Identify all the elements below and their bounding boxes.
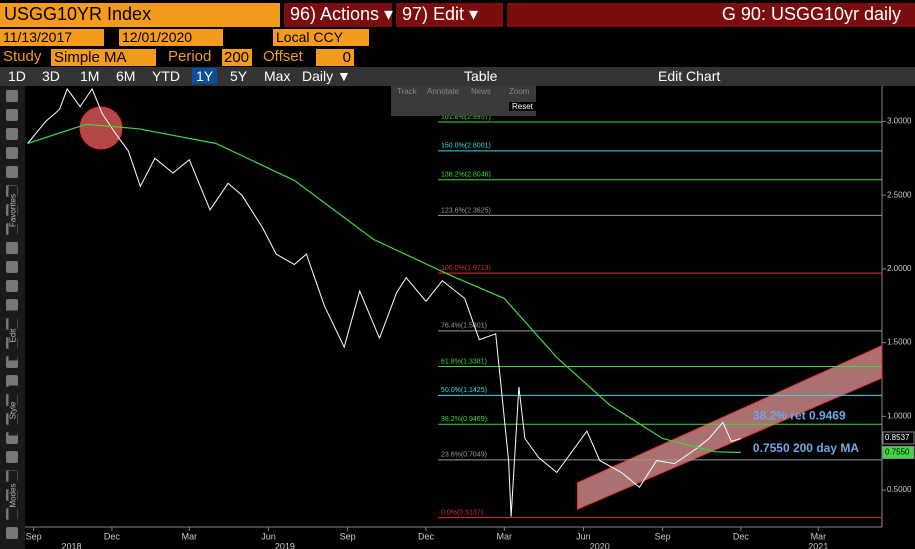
side-toolbar: Favorites Edit Style Modes xyxy=(0,86,25,549)
range-button[interactable]: 5Y xyxy=(230,68,248,84)
fib-label: 161.8%(2.9957) xyxy=(441,114,491,121)
chart-tool[interactable]: Annotate xyxy=(427,87,460,96)
y-tick-label: 1.0000 xyxy=(887,411,912,420)
frequency-menu[interactable]: Daily ▼ xyxy=(302,68,351,84)
side-icon[interactable] xyxy=(6,90,18,102)
side-icon[interactable] xyxy=(6,242,18,254)
x-year-label: 2018 xyxy=(61,541,81,549)
actions-menu[interactable]: 96) Actions ▾ xyxy=(284,3,393,27)
chart-tool[interactable]: News xyxy=(471,87,492,96)
fib-label: 138.2%(2.6046) xyxy=(441,172,491,179)
side-icon[interactable] xyxy=(6,128,18,140)
side-icon[interactable] xyxy=(6,280,18,292)
annotation: 38.2% ret 0.9469 xyxy=(753,409,846,423)
price-tag-label: 0.7550 xyxy=(885,448,910,457)
range-button[interactable]: 1Y xyxy=(192,68,218,84)
x-tick-label: Jun xyxy=(576,531,591,541)
x-tick-label: Mar xyxy=(811,531,827,541)
study-label: Study xyxy=(3,48,42,65)
fib-label: 123.6%(2.3625) xyxy=(441,207,491,214)
price-tag-label: 0.8537 xyxy=(885,433,910,442)
fib-label: 0.0%(0.3137) xyxy=(441,509,483,516)
chart-tool[interactable]: Zoom xyxy=(509,87,530,96)
side-icon[interactable] xyxy=(6,375,18,387)
x-year-label: 2019 xyxy=(275,541,295,549)
range-button[interactable]: 3D xyxy=(42,68,60,84)
chart-tools: Track Annotate News Zoom Reset xyxy=(391,86,536,116)
x-tick-label: Sep xyxy=(340,531,356,541)
side-label: Favorites xyxy=(8,185,18,236)
chart-tool[interactable]: Track xyxy=(397,87,417,96)
annotation: 0.7550 200 day MA xyxy=(753,441,859,455)
fib-label: 150.0%(2.8001) xyxy=(441,143,491,150)
side-label: Modes xyxy=(8,470,18,521)
currency[interactable]: Local CCY xyxy=(273,29,369,46)
trend-channel xyxy=(576,344,883,511)
chart: 3.0000 2.5000 2.0000 1.5000 1.0000 0.5000 Sep D… xyxy=(25,86,915,549)
fib-label: 23.6%(0.7049) xyxy=(441,452,487,459)
range-button[interactable]: YTD xyxy=(152,68,180,84)
study-field[interactable]: Simple MA xyxy=(51,49,156,66)
x-tick-label: Dec xyxy=(733,531,750,541)
fib-label: 50.0%(1.1425) xyxy=(441,387,487,394)
range-button[interactable]: 1M xyxy=(80,68,100,84)
security-field[interactable]: USGG10YR Index xyxy=(0,3,280,27)
x-tick-label: Dec xyxy=(104,531,121,541)
table-button[interactable]: Table xyxy=(464,68,498,84)
period-label: Period xyxy=(168,48,212,65)
series-line xyxy=(27,123,741,454)
y-tick-label: 3.0000 xyxy=(887,117,912,126)
side-icon[interactable] xyxy=(6,451,18,463)
y-tick-label: 0.5000 xyxy=(887,485,912,494)
range-button[interactable]: 1D xyxy=(8,68,26,84)
x-year-label: 2020 xyxy=(590,541,610,549)
fib-label: 76.4%(1.5801) xyxy=(441,323,487,330)
side-icon[interactable] xyxy=(6,299,18,311)
range-button[interactable]: 6M xyxy=(116,68,136,84)
edit-chart-button[interactable]: Edit Chart xyxy=(658,68,721,84)
offset-field[interactable]: 0 xyxy=(316,49,354,66)
side-label: Style xyxy=(8,385,18,436)
price-tag xyxy=(882,446,915,460)
fib-label: 61.8%(1.3381) xyxy=(441,358,487,365)
x-tick-label: Dec xyxy=(418,531,435,541)
x-tick-label: Sep xyxy=(26,531,42,541)
offset-label: Offset xyxy=(263,48,303,65)
x-year-label: 2021 xyxy=(808,541,828,549)
chart-toolbar: 1D 3D 1M 6M YTD 1Y 5Y Max Daily ▼ Table Edit Chart xyxy=(0,67,915,86)
side-icon[interactable] xyxy=(6,261,18,273)
y-tick-label: 1.5000 xyxy=(887,338,912,347)
start-date[interactable]: 11/13/2017 xyxy=(0,29,104,46)
x-tick-label: Sep xyxy=(655,531,671,541)
x-tick-label: Mar xyxy=(497,531,513,541)
y-tick-label: 2.0000 xyxy=(887,264,912,273)
series-line xyxy=(27,87,742,517)
window-title: G 90: USGG10yr daily xyxy=(507,3,915,27)
chart-tool[interactable]: Reset xyxy=(509,102,536,111)
side-icon[interactable] xyxy=(6,147,18,159)
edit-menu[interactable]: 97) Edit ▾ xyxy=(396,3,503,27)
end-date[interactable]: 12/01/2020 xyxy=(119,29,223,46)
side-icon[interactable] xyxy=(6,166,18,178)
range-button[interactable]: Max xyxy=(264,68,291,84)
x-tick-label: Mar xyxy=(182,531,198,541)
side-label: Edit xyxy=(8,310,18,361)
side-icon[interactable] xyxy=(6,109,18,121)
fib-label: 100.0%(1.9713) xyxy=(441,265,491,272)
price-tag xyxy=(882,431,915,445)
period-field[interactable]: 200 xyxy=(222,49,252,66)
x-tick-label: Jun xyxy=(261,531,276,541)
side-icon[interactable] xyxy=(6,527,18,539)
fib-label: 38.2%(0.9469) xyxy=(441,416,487,423)
highlight-circle xyxy=(79,106,123,150)
y-tick-label: 2.5000 xyxy=(887,190,912,199)
